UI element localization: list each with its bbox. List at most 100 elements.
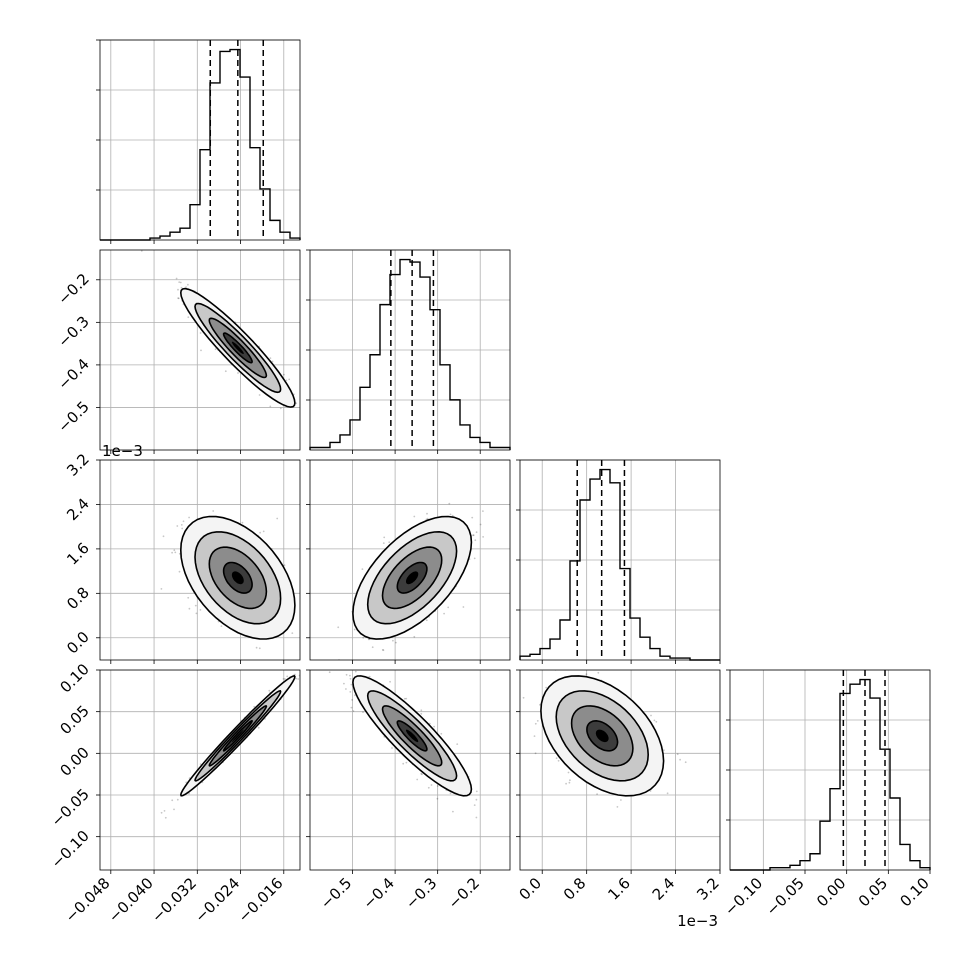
x-tick-label: −0.032 <box>148 874 200 926</box>
scatter-point <box>255 646 258 649</box>
scatter-point <box>343 682 345 685</box>
scatter-point <box>349 666 351 668</box>
scatter-point <box>180 524 183 526</box>
scatter-point <box>349 691 352 693</box>
scatter-point <box>433 725 435 728</box>
contour-line <box>208 546 268 610</box>
scatter-point <box>475 790 478 793</box>
panel-frame <box>99 249 301 451</box>
scatter-point <box>214 348 217 351</box>
density-fill <box>231 571 244 585</box>
y-tick-label: −0.4 <box>54 355 92 393</box>
x-tick-label: 2.4 <box>649 874 679 904</box>
scatter-point <box>420 712 423 715</box>
contour-line <box>352 675 473 797</box>
scatter-point <box>362 711 364 713</box>
scatter-point <box>291 632 294 634</box>
scatter-point <box>178 281 181 283</box>
y-tick-label: −0.3 <box>54 312 92 350</box>
scatter-point <box>294 673 296 676</box>
scatter-point <box>616 806 619 808</box>
histogram-step <box>519 468 720 661</box>
scatter-point <box>533 735 536 737</box>
contour-line <box>194 690 282 782</box>
hist-panel-2 <box>516 459 721 664</box>
scatter-point <box>597 671 600 674</box>
scatter-point <box>539 703 541 706</box>
scatter-point <box>313 604 315 606</box>
scatter-point <box>413 635 416 638</box>
panel-content <box>100 460 315 660</box>
scatter-point <box>426 517 429 520</box>
scatter-point <box>297 678 300 680</box>
hist-panel-0 <box>96 39 301 244</box>
scatter-point <box>253 705 256 708</box>
scatter-point <box>389 680 391 683</box>
scatter-point <box>352 710 355 712</box>
scatter-point <box>177 297 180 299</box>
scatter-point <box>173 808 175 811</box>
scatter-point <box>345 688 347 690</box>
histogram-step <box>100 48 301 241</box>
density-fill <box>406 729 419 743</box>
scatter-point <box>653 719 656 722</box>
scatter-point <box>176 525 179 527</box>
panel-frame <box>309 669 511 871</box>
scatter-point <box>368 675 371 678</box>
x-tick-label: 1.6 <box>604 874 634 904</box>
scatter-point <box>346 665 348 667</box>
panel-frame <box>99 669 301 871</box>
scatter-point <box>452 810 454 813</box>
y-tick-label: 0.10 <box>56 660 92 696</box>
scatter-point <box>568 781 571 784</box>
scatter-point <box>684 761 687 764</box>
scatter-point <box>534 752 537 755</box>
scatter-point <box>269 357 272 359</box>
panel-frame <box>729 669 931 871</box>
scatter-point <box>440 732 443 735</box>
density-fill <box>231 729 244 743</box>
x-tick-label: −0.4 <box>359 874 397 912</box>
x-tick-label: 0.00 <box>813 874 849 910</box>
y-tick-label: 0.8 <box>63 583 93 613</box>
contour-line <box>366 690 458 782</box>
scatter-point <box>391 747 393 749</box>
scatter-panel-2-3 <box>516 669 721 874</box>
scatter-point <box>555 757 558 760</box>
scatter-point <box>475 798 478 801</box>
scatter-point <box>443 612 445 615</box>
scatter-point <box>421 773 423 776</box>
scatter-point <box>285 379 288 382</box>
scatter-point <box>295 402 298 405</box>
scatter-point <box>160 588 163 590</box>
scatter-point <box>666 792 669 795</box>
scatter-point <box>185 286 188 288</box>
scatter-point <box>371 646 374 649</box>
scatter-point <box>416 778 419 781</box>
scatter-point <box>199 332 202 334</box>
scatter-point <box>185 781 188 784</box>
x-tick-label: 0.8 <box>560 874 590 904</box>
scatter-point <box>176 798 179 801</box>
scatter-point <box>436 797 439 800</box>
scatter-point <box>473 804 476 806</box>
y-tick-label: −0.2 <box>54 270 92 308</box>
scatter-point <box>338 655 340 657</box>
panel-frame <box>519 459 721 661</box>
scatter-point <box>140 250 143 252</box>
contour-line <box>381 546 443 610</box>
scatter-point <box>180 286 183 289</box>
scatter-point <box>367 638 370 641</box>
scatter-point <box>271 360 274 363</box>
scatter-panel-1-2 <box>306 459 511 664</box>
scatter-point <box>451 514 454 517</box>
contour-line <box>194 302 282 394</box>
scatter-point <box>448 502 451 505</box>
scatter-point <box>262 530 265 533</box>
scatter-point <box>195 612 198 615</box>
offset-label-y: 1e−3 <box>102 442 143 460</box>
y-tick-label: 0.05 <box>56 702 92 738</box>
panel-frame <box>309 249 511 451</box>
x-tick-label: −0.048 <box>62 874 114 926</box>
